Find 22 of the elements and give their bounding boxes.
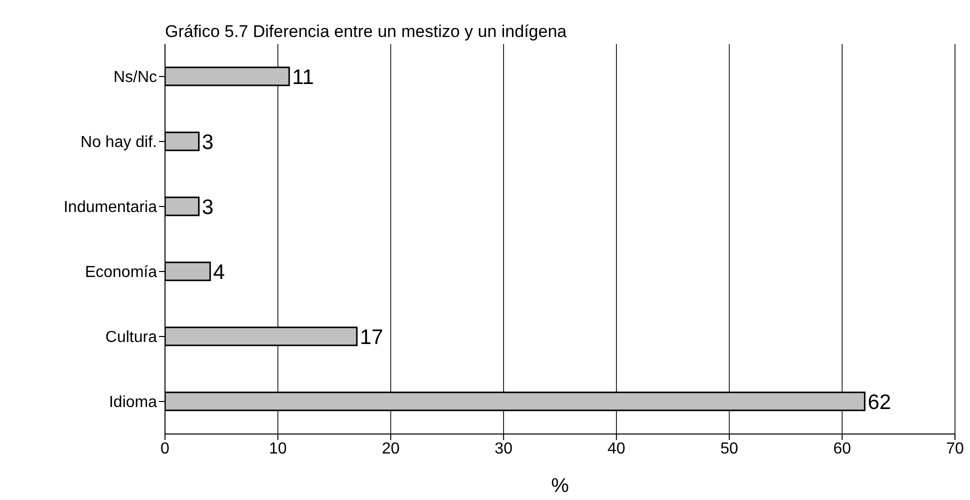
data-label: 4 — [213, 260, 226, 284]
y-tick-label: Economía — [84, 264, 158, 282]
x-tick-label: 10 — [268, 440, 287, 458]
data-label: 17 — [360, 326, 384, 349]
y-tick-label: Cultura — [105, 329, 158, 346]
x-axis-title: % — [551, 475, 570, 497]
x-tick-label: 50 — [720, 440, 738, 458]
y-tick-label: Indumentaria — [64, 199, 158, 216]
data-label: 3 — [202, 130, 214, 154]
x-tick-label: 0 — [160, 440, 170, 458]
x-tick-label: 30 — [494, 440, 513, 458]
y-tick-label: No hay dif. — [80, 134, 157, 152]
x-tick-label: 40 — [608, 440, 626, 458]
data-label: 3 — [202, 196, 214, 219]
x-tick-label: 70 — [946, 440, 964, 458]
x-tick-label: 20 — [382, 440, 400, 458]
chart-title: Gráfico 5.7 Diferencia entre un mestizo y un indígena — [165, 22, 567, 42]
y-tick-label: Idioma — [108, 394, 158, 412]
data-label: 62 — [868, 390, 892, 414]
y-tick-label: Ns/Nc — [113, 69, 157, 86]
data-label: 11 — [292, 66, 314, 89]
x-tick-label: 60 — [833, 440, 852, 458]
